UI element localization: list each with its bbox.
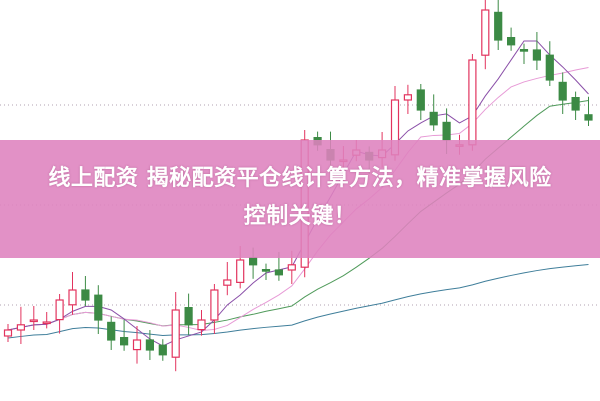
- candle-down: [274, 269, 283, 276]
- candle-down: [119, 337, 129, 346]
- candle-up: [16, 324, 25, 331]
- candle-up: [403, 94, 412, 101]
- candle-up: [55, 299, 64, 321]
- candle-up: [481, 9, 490, 56]
- candle-up: [3, 329, 13, 337]
- candle-down: [261, 269, 271, 272]
- headline-line-2: 控制关键！: [243, 204, 357, 229]
- candle-up: [223, 279, 232, 286]
- ma60-line: [7, 264, 589, 339]
- candle-down: [145, 339, 154, 351]
- ma10-line: [7, 66, 589, 331]
- candle-up: [287, 264, 296, 271]
- candle-up: [29, 319, 38, 323]
- candle-down: [158, 344, 167, 356]
- candle-down: [494, 11, 503, 41]
- candle-down: [519, 48, 529, 52]
- candle-up: [197, 319, 206, 331]
- candle-down: [571, 96, 580, 111]
- candle-up: [68, 289, 77, 306]
- candle-down: [249, 257, 258, 266]
- candle-down: [442, 121, 451, 141]
- candle-up: [210, 289, 219, 321]
- candle-down: [184, 307, 193, 326]
- headline: 线上配资 揭秘配资平仓线计算方法，精准掌握风险 控制关键！: [0, 160, 600, 236]
- candle-down: [81, 289, 90, 301]
- candle-down: [94, 294, 103, 321]
- candle-down: [416, 89, 425, 111]
- candle-up: [132, 339, 142, 351]
- candle-down: [558, 81, 567, 101]
- headline-line-1: 线上配资 揭秘配资平仓线计算方法，精准掌握风险: [48, 166, 552, 191]
- candle-down: [532, 49, 542, 61]
- candle-down: [429, 111, 438, 126]
- candle-down: [545, 54, 554, 81]
- candle-up: [171, 309, 180, 358]
- candle-down: [107, 321, 116, 341]
- candle-up: [236, 259, 245, 283]
- candle-up: [468, 59, 477, 146]
- candle-down: [584, 114, 593, 121]
- candle-up: [42, 321, 51, 325]
- candle-down: [507, 36, 516, 46]
- title-banner: [0, 140, 600, 258]
